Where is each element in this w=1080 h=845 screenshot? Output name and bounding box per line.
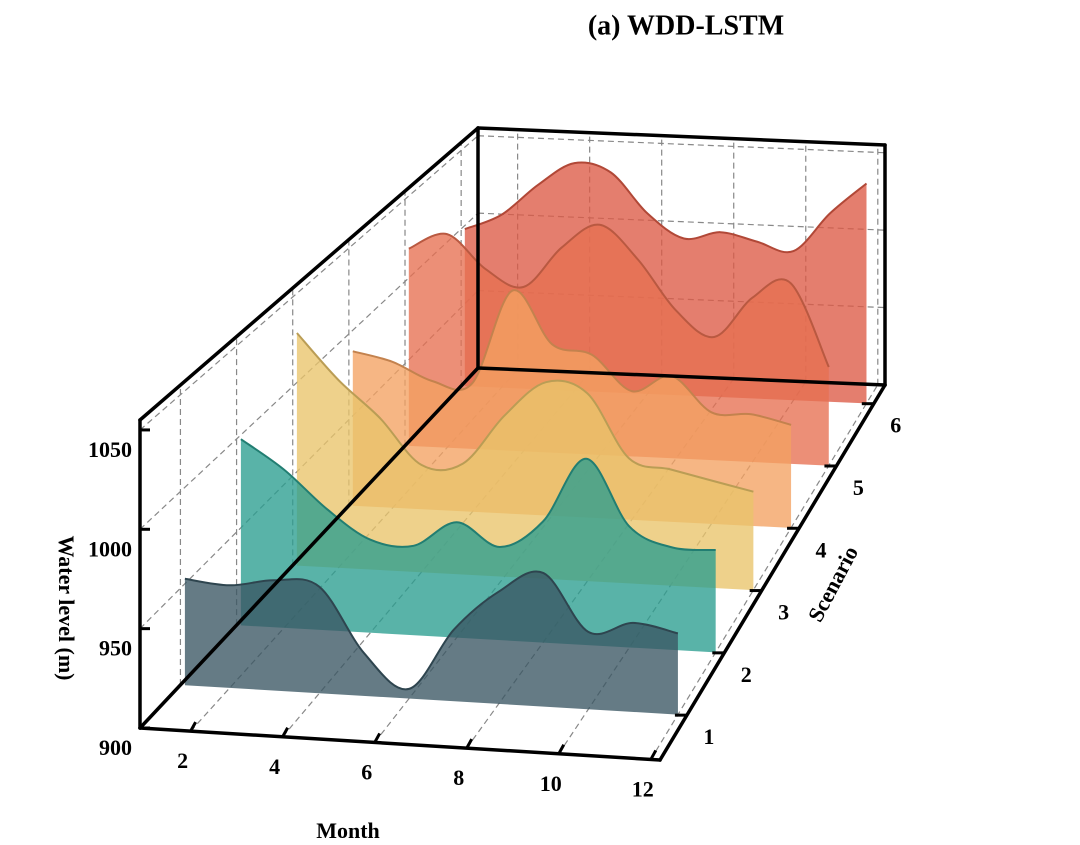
y-tick-label: 2 [741, 662, 752, 687]
ridge-line [184, 570, 679, 691]
x-tick-label: 12 [632, 776, 654, 801]
z-tick-label: 1000 [88, 536, 132, 561]
chart-title: (a) WDD-LSTM [588, 10, 784, 41]
axis-edge [476, 366, 887, 387]
grid-line [139, 135, 479, 431]
ridge-area [184, 571, 678, 715]
axis-edge [138, 726, 662, 762]
x-tick-label: 8 [453, 765, 464, 790]
z-tick-label: 900 [99, 735, 132, 760]
x-tick-label: 6 [361, 759, 372, 784]
ridge-area [296, 333, 754, 591]
ridge-line [408, 223, 830, 368]
ridge-line [352, 289, 792, 426]
x-tick [649, 749, 658, 761]
x-tick-label: 2 [177, 748, 188, 773]
grid-line [477, 135, 886, 154]
y-tick-label: 4 [816, 537, 827, 562]
grid-line [477, 212, 886, 231]
z-tick-label: 1050 [88, 437, 132, 462]
ridge-line [464, 161, 868, 254]
y-tick-label: 6 [890, 413, 901, 438]
x-tick [465, 738, 474, 749]
x-tick [373, 732, 382, 744]
y-axis-label: Scenario [803, 542, 864, 626]
ridge-line [240, 438, 716, 552]
x-tick-label: 10 [540, 771, 562, 796]
z-tick-label: 950 [99, 636, 132, 661]
axis-edge [658, 383, 887, 762]
x-tick-label: 4 [269, 754, 280, 779]
z-axis-label: Water level (m) [54, 536, 79, 681]
y-tick-label: 1 [703, 724, 714, 749]
axis-edge [138, 126, 480, 422]
y-tick-label: 5 [853, 475, 864, 500]
ridge-line [296, 332, 754, 493]
axis-edge [476, 126, 887, 147]
y-tick-label: 3 [778, 600, 789, 625]
x-axis-label: Month [316, 818, 380, 843]
x-tick [281, 727, 289, 738]
grid-line [650, 384, 879, 760]
x-tick [557, 744, 566, 755]
axis-edge [138, 366, 480, 730]
x-tick [189, 721, 197, 732]
ridge-area [240, 439, 716, 653]
